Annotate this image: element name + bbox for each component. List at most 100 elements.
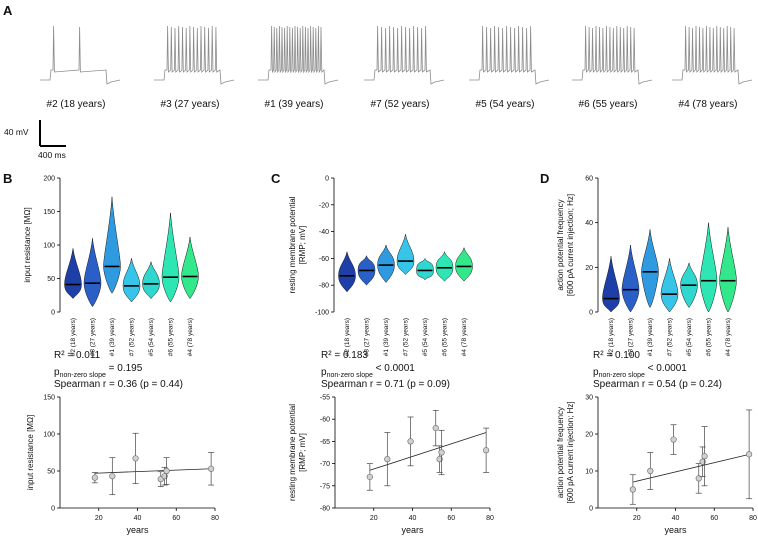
violin-body (435, 250, 454, 282)
y-tick-label: -80 (320, 506, 330, 513)
panel-letter-d: D (540, 171, 549, 186)
trace-label: #7 (52 years) (371, 99, 430, 110)
violin-category-label: #3 (27 years) (364, 318, 371, 356)
violin-plot-input-resistance: 0 50 100 150 200 input resistance [MΩ] #2 (18 … (23, 176, 199, 356)
violin-category-label: #1 (39 years) (383, 318, 390, 356)
trace-label: #4 (78 years) (679, 99, 738, 110)
scale-bar: 40 mV 400 ms (4, 120, 66, 160)
violin-body (142, 261, 160, 300)
axis-label: input resistance [MΩ] (23, 207, 32, 282)
violin-category-label: #1 (39 years) (109, 318, 116, 356)
y-tick-label: 0 (51, 506, 55, 513)
y-tick-label: 40 (585, 220, 593, 227)
x-tick-label: 80 (486, 515, 494, 522)
violin-category-label: #7 (52 years) (403, 318, 410, 356)
axis-label: [600 pA current injection; Hz] (566, 401, 575, 503)
data-point (647, 467, 654, 475)
stat-p-value: pnon-zero slope < 0.0001 (321, 363, 415, 379)
y-tick-label: -100 (315, 310, 329, 317)
y-tick-label: 200 (43, 176, 55, 183)
x-tick-label: 60 (447, 515, 455, 522)
scatter-plot-resting-potential: R² = 0.183 pnon-zero slope < 0.0001Spearm… (288, 350, 494, 535)
y-tick-label: -75 (320, 483, 330, 490)
violin-body (719, 227, 737, 313)
violin-category-label: #4 (78 years) (725, 318, 732, 356)
data-point (695, 475, 702, 482)
violin-category-label: #5 (54 years) (148, 318, 155, 356)
violin-category-label: #5 (54 years) (422, 318, 429, 356)
trace-line (258, 25, 339, 85)
stat-p-value: pnon-zero slope = 0.195 (54, 363, 143, 379)
y-tick-label: 50 (47, 469, 55, 476)
x-tick-label: 80 (749, 515, 757, 522)
trace-line (40, 25, 121, 85)
x-tick-label: 40 (672, 515, 680, 522)
y-tick-label: 20 (585, 432, 593, 439)
axis-label: resting membrane potential (288, 404, 297, 501)
violin-plot-ap-frequency: 0 20 40 60 action potential frequency [600 pA… (556, 176, 737, 356)
y-tick-label: -70 (320, 461, 330, 468)
y-tick-label: 0 (589, 310, 593, 317)
violin-body (455, 246, 473, 282)
violin-body (416, 257, 434, 281)
data-point (132, 455, 139, 462)
violin-body (699, 222, 718, 313)
trace-label: #6 (55 years) (579, 99, 638, 110)
violin-category-label: #2 (18 years) (70, 318, 77, 356)
stat-r-squared: R² = 0.183 (321, 350, 368, 361)
y-tick-label: -55 (320, 395, 330, 402)
violin-body (377, 244, 395, 283)
data-point (384, 456, 391, 463)
trace-line (572, 25, 653, 85)
data-point (436, 456, 443, 463)
y-tick-label: 150 (43, 209, 55, 216)
panel-letter-a: A (3, 3, 13, 18)
y-tick-label: 0 (589, 506, 593, 513)
violin-body (181, 236, 199, 300)
stat-spearman: Spearman r = 0.54 (p = 0.24) (593, 379, 722, 390)
violin-body (641, 229, 659, 308)
y-tick-label: 0 (325, 176, 329, 183)
scale-bar-time: 400 ms (38, 150, 66, 160)
violin-category-label: #7 (52 years) (667, 318, 674, 356)
data-point (670, 436, 677, 443)
data-point (746, 451, 753, 458)
data-point (366, 473, 373, 481)
trace-line (469, 25, 550, 85)
scale-bar-voltage: 40 mV (4, 127, 29, 137)
trace-label: #3 (27 years) (161, 99, 220, 110)
violin-body (621, 244, 640, 313)
x-tick-label: 20 (633, 515, 641, 522)
violin-body (161, 212, 180, 303)
trace-line (364, 25, 445, 85)
axis-label: action potential frequency (556, 199, 565, 290)
fit-line (94, 468, 212, 474)
axis-label: [RMP; mV] (298, 433, 307, 472)
x-tick-label: 60 (710, 515, 718, 522)
violin-category-label: #5 (54 years) (686, 318, 693, 356)
trace-label: #5 (54 years) (476, 99, 535, 110)
y-tick-label: 0 (51, 310, 55, 317)
y-tick-label: 10 (585, 469, 593, 476)
axis-label: [600 pA current injection; Hz] (566, 194, 575, 296)
violin-body (338, 251, 356, 293)
y-tick-label: 100 (43, 243, 55, 250)
panel-letter-b: B (3, 171, 12, 186)
violin-category-label: #3 (27 years) (628, 318, 635, 356)
scatter-plot-input-resistance: R² = 0.011 pnon-zero slope = 0.195Spearma… (26, 350, 219, 535)
trace-line (154, 25, 235, 85)
data-point (483, 447, 490, 454)
violin-body (64, 248, 82, 300)
violin-category-label: #4 (78 years) (187, 318, 194, 356)
stat-r-squared: R² = 0.100 (593, 350, 640, 361)
fit-line (632, 453, 750, 483)
violin-body (660, 258, 679, 313)
data-point (629, 486, 636, 493)
violin-body (103, 196, 121, 294)
stat-spearman: Spearman r = 0.36 (p = 0.44) (54, 379, 183, 390)
data-point (163, 467, 170, 475)
y-tick-label: 60 (585, 176, 593, 183)
trace-line (672, 25, 753, 85)
violin-category-label: #6 (55 years) (706, 318, 713, 356)
